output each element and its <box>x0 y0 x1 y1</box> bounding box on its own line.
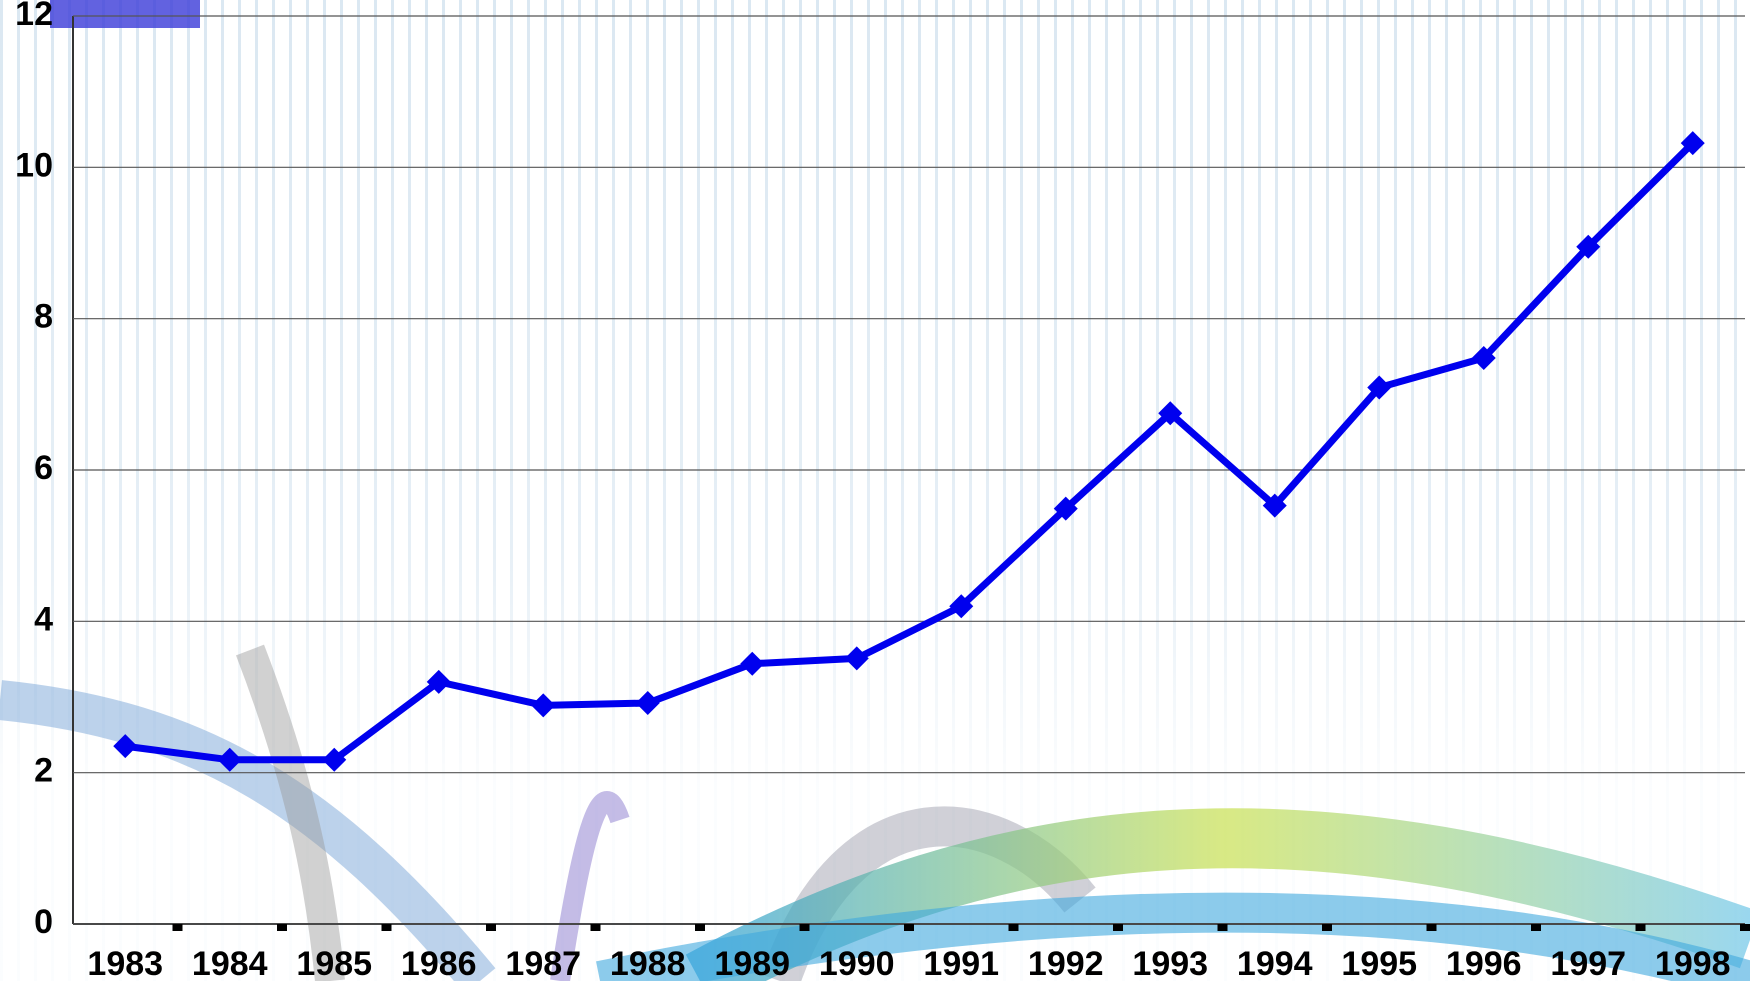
x-tick-label: 1998 <box>1655 945 1731 981</box>
x-tick <box>800 924 810 931</box>
x-tick-label: 1988 <box>610 945 686 981</box>
background <box>0 0 1750 981</box>
x-tick <box>695 924 705 931</box>
x-tick <box>173 924 183 931</box>
y-tick-label: 8 <box>34 298 53 336</box>
x-tick <box>486 924 496 931</box>
x-tick <box>1531 924 1541 931</box>
x-tick <box>1427 924 1437 931</box>
x-tick-label: 1985 <box>296 945 372 981</box>
x-tick <box>1322 924 1332 931</box>
x-tick <box>1113 924 1123 931</box>
x-tick <box>1218 924 1228 931</box>
y-tick-label: 0 <box>34 903 53 941</box>
y-tick-label: 4 <box>34 600 53 638</box>
x-tick-label: 1987 <box>505 945 581 981</box>
x-tick-label: 1997 <box>1550 945 1626 981</box>
y-tick-label: 12 <box>15 0 53 33</box>
chart: 0 2 4 6 8 10 12 1983 1984 1985 1986 1987 1988 1989 199… <box>0 0 1750 981</box>
x-tick <box>1740 924 1750 931</box>
y-tick-label: 10 <box>15 146 53 184</box>
x-tick <box>1636 924 1646 931</box>
x-tick <box>382 924 392 931</box>
x-tick <box>277 924 287 931</box>
y-tick-label: 2 <box>34 752 53 790</box>
x-tick-label: 1991 <box>923 945 999 981</box>
x-tick-label: 1996 <box>1446 945 1522 981</box>
x-tick <box>591 924 601 931</box>
x-tick-label: 1992 <box>1028 945 1104 981</box>
x-tick-label: 1984 <box>192 945 268 981</box>
x-tick-label: 1993 <box>1132 945 1208 981</box>
x-tick-label: 1986 <box>401 945 477 981</box>
x-tick-label: 1990 <box>819 945 895 981</box>
x-tick-label: 1983 <box>87 945 163 981</box>
x-tick-label: 1995 <box>1341 945 1417 981</box>
x-tick-label: 1994 <box>1237 945 1313 981</box>
x-tick <box>904 924 914 931</box>
y-tick-label: 6 <box>34 449 53 487</box>
x-tick-label: 1989 <box>714 945 790 981</box>
x-tick <box>1009 924 1019 931</box>
